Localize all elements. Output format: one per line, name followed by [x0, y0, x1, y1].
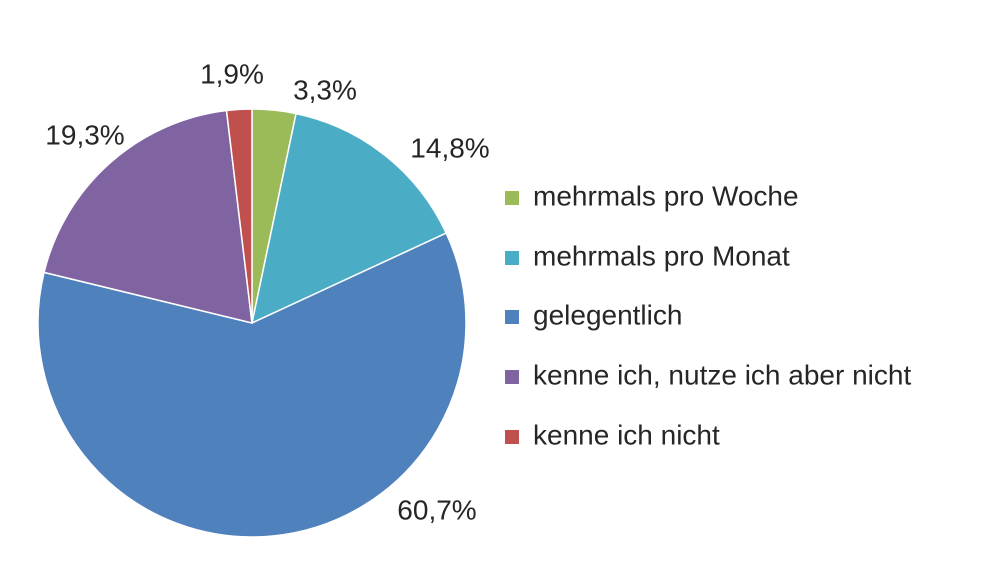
legend-swatch	[505, 310, 519, 324]
legend-label: mehrmals pro Woche	[533, 180, 799, 211]
pie-slice	[225, 108, 253, 324]
legend-label: gelegentlich	[533, 299, 682, 330]
data-label: 19,3%	[45, 119, 124, 150]
data-label: 14,8%	[410, 132, 489, 163]
legend-label: mehrmals pro Monat	[533, 240, 790, 271]
legend-label: kenne ich nicht	[533, 419, 720, 450]
legend-swatch	[505, 370, 519, 384]
legend-swatch	[505, 430, 519, 444]
pie-slice	[250, 112, 448, 325]
legend-label: kenne ich, nutze ich aber nicht	[533, 359, 911, 390]
data-label: 60,7%	[397, 494, 476, 525]
data-label: 1,9%	[200, 58, 264, 89]
data-label: 3,3%	[293, 74, 357, 105]
legend-swatch	[505, 191, 519, 205]
pie-slice	[37, 232, 467, 538]
pie-slice	[43, 109, 253, 324]
legend-swatch	[505, 251, 519, 265]
